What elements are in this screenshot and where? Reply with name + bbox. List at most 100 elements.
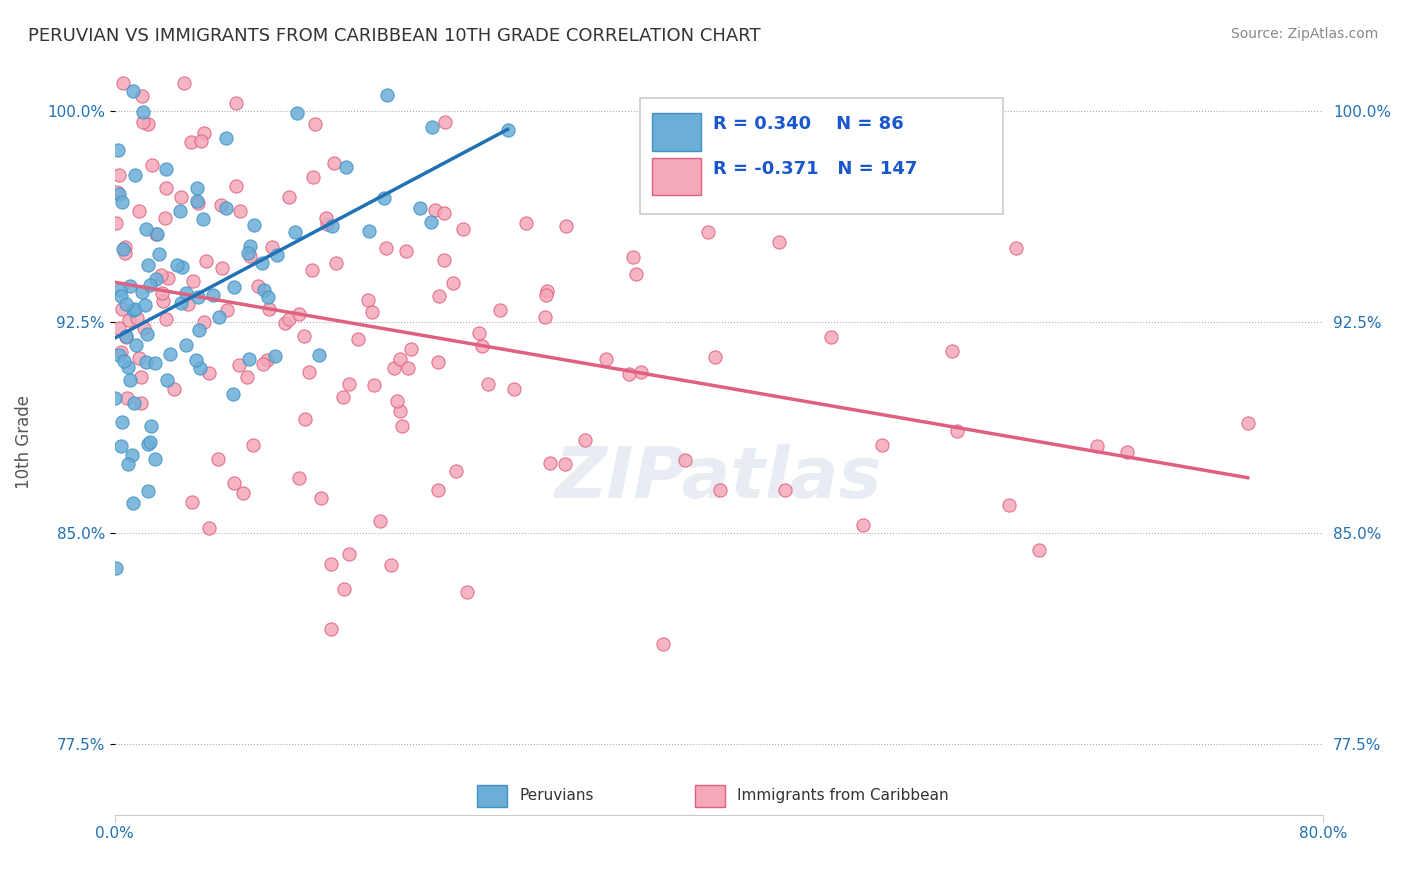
Point bbox=[673, 453, 696, 467]
Point bbox=[150, 285, 173, 300]
Point bbox=[337, 547, 360, 561]
Point bbox=[232, 486, 254, 500]
Point bbox=[870, 438, 893, 452]
Point bbox=[110, 195, 132, 210]
Point bbox=[363, 378, 385, 392]
Point bbox=[180, 136, 202, 150]
Point bbox=[278, 189, 301, 203]
Point bbox=[225, 96, 247, 111]
Point bbox=[489, 303, 512, 318]
Point bbox=[595, 351, 617, 366]
FancyBboxPatch shape bbox=[695, 785, 725, 807]
Point bbox=[124, 168, 146, 182]
Point bbox=[124, 395, 146, 409]
Text: Source: ZipAtlas.com: Source: ZipAtlas.com bbox=[1230, 27, 1378, 41]
Point bbox=[125, 338, 148, 352]
Point bbox=[193, 315, 215, 329]
Point bbox=[1236, 416, 1258, 430]
Point bbox=[321, 622, 343, 636]
Point bbox=[208, 310, 231, 325]
Point bbox=[409, 201, 432, 215]
Point bbox=[335, 160, 357, 174]
Point bbox=[298, 365, 321, 379]
Point bbox=[143, 452, 166, 467]
Point bbox=[115, 329, 138, 343]
Point bbox=[187, 195, 209, 210]
Point bbox=[117, 360, 139, 375]
Point bbox=[302, 170, 325, 185]
Point bbox=[111, 243, 134, 257]
Point bbox=[215, 302, 238, 317]
Point bbox=[239, 250, 262, 264]
Point bbox=[115, 329, 138, 343]
Point bbox=[121, 448, 143, 462]
Point bbox=[152, 293, 174, 308]
Point bbox=[124, 302, 146, 317]
Point bbox=[382, 360, 405, 375]
Point bbox=[215, 201, 238, 215]
Point bbox=[139, 435, 162, 450]
Point bbox=[652, 637, 675, 651]
Point bbox=[266, 248, 288, 262]
Point bbox=[696, 225, 718, 239]
Point bbox=[373, 191, 395, 205]
Point bbox=[420, 214, 443, 228]
Point bbox=[105, 561, 128, 575]
Point bbox=[117, 457, 139, 471]
Point bbox=[215, 131, 238, 145]
Point bbox=[141, 157, 163, 171]
Point bbox=[263, 349, 285, 363]
Point bbox=[131, 285, 153, 299]
Point bbox=[243, 218, 266, 232]
Point bbox=[107, 187, 129, 202]
Point bbox=[360, 304, 382, 318]
Point bbox=[195, 253, 218, 268]
Point bbox=[139, 419, 162, 434]
Point bbox=[131, 396, 153, 410]
Point bbox=[380, 558, 402, 572]
Point bbox=[399, 342, 422, 356]
Point bbox=[190, 135, 212, 149]
Point bbox=[385, 394, 408, 409]
Point bbox=[131, 370, 153, 384]
Point bbox=[357, 224, 380, 238]
Point bbox=[118, 279, 141, 293]
Point bbox=[207, 452, 229, 467]
Point bbox=[852, 518, 875, 533]
Point bbox=[184, 352, 207, 367]
Point bbox=[471, 338, 494, 352]
Point bbox=[451, 222, 474, 236]
Point bbox=[427, 355, 450, 369]
Point bbox=[503, 382, 526, 396]
Point bbox=[274, 316, 297, 330]
Point bbox=[820, 329, 842, 343]
Point bbox=[444, 464, 467, 478]
Point bbox=[188, 322, 211, 336]
Point bbox=[427, 288, 450, 302]
Point bbox=[285, 106, 308, 120]
Point bbox=[134, 298, 156, 312]
FancyBboxPatch shape bbox=[652, 158, 700, 195]
Point bbox=[155, 181, 177, 195]
Point bbox=[374, 241, 396, 255]
Point bbox=[193, 126, 215, 140]
Point bbox=[139, 277, 162, 292]
Point bbox=[104, 391, 127, 405]
Point bbox=[538, 456, 561, 470]
Point bbox=[107, 168, 129, 182]
Point bbox=[391, 419, 413, 434]
Point bbox=[308, 348, 330, 362]
FancyBboxPatch shape bbox=[640, 98, 1002, 214]
Point bbox=[621, 250, 644, 264]
Point bbox=[107, 143, 129, 157]
Point bbox=[128, 204, 150, 219]
Point bbox=[252, 357, 274, 371]
Point bbox=[155, 162, 177, 177]
Point bbox=[173, 76, 195, 90]
Point bbox=[181, 274, 204, 288]
Point bbox=[114, 240, 136, 254]
Point bbox=[187, 290, 209, 304]
Point bbox=[709, 483, 731, 497]
Point bbox=[118, 313, 141, 327]
Point bbox=[260, 239, 283, 253]
